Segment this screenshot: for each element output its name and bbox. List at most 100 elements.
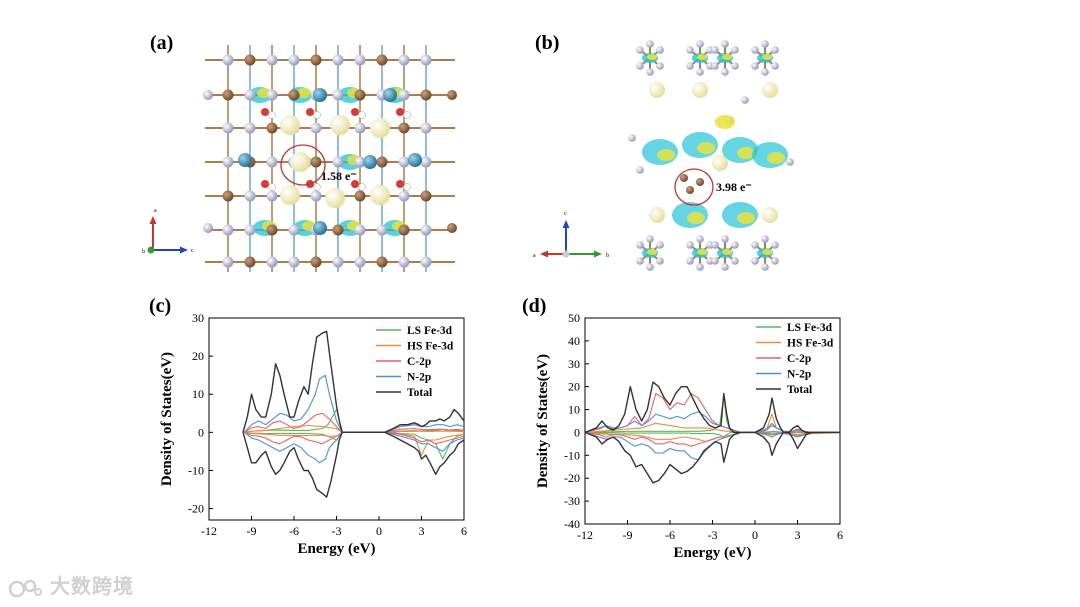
y-tick-label: 20 (568, 380, 580, 394)
atom (696, 68, 704, 76)
oxygen-atom (351, 180, 359, 188)
atom (288, 256, 300, 268)
fe-atom (408, 153, 422, 167)
atom (721, 68, 729, 76)
atom (696, 263, 704, 271)
atom (398, 190, 410, 202)
atom (711, 257, 719, 265)
atom (398, 89, 410, 101)
atom (266, 256, 278, 268)
charge-density-yellow (762, 54, 772, 60)
atom (222, 224, 234, 236)
large-atom (280, 185, 300, 205)
atom (354, 224, 366, 236)
atom (244, 54, 256, 66)
y-tick-label: -30 (564, 494, 580, 508)
large-atom (762, 207, 778, 223)
charge-density-yellow (647, 249, 657, 255)
atom (761, 263, 769, 271)
panel-a-label: (a) (150, 32, 173, 54)
atom (771, 257, 779, 265)
x-tick-label: 3 (795, 528, 801, 542)
atom (447, 90, 457, 100)
atom (332, 256, 344, 268)
charge-density-yellow (715, 115, 735, 129)
x-tick-label: 0 (752, 528, 758, 542)
hydrogen-atom (403, 183, 411, 191)
atom (646, 235, 654, 243)
hydrogen-atom (313, 183, 321, 191)
atom (646, 68, 654, 76)
oxygen-atom (396, 108, 404, 116)
atom (244, 256, 256, 268)
atom (398, 256, 410, 268)
atom (354, 54, 366, 66)
atom (771, 241, 779, 249)
atom (420, 54, 432, 66)
axis-label-b-left: a (533, 253, 536, 259)
panel-c: (c) -12 -9 -6 -3 0 3 6 -20 -10 0 10 20 30 Energy (eV)… (149, 295, 467, 557)
fe-atom (383, 88, 397, 102)
atom (711, 241, 719, 249)
atom (398, 224, 410, 236)
y-tick-label: 10 (568, 403, 580, 417)
large-atom (325, 188, 345, 208)
hydrogen-atom (268, 183, 276, 191)
atom (686, 186, 694, 194)
atom (376, 156, 388, 168)
large-atom (280, 115, 300, 135)
x-axis-title: Energy (eV) (674, 545, 752, 561)
atom (420, 256, 432, 268)
charge-density-yellow (722, 54, 732, 60)
y-axis-title: Density of States(eV) (535, 354, 551, 488)
atom (332, 224, 344, 236)
series-line-hs-fe-3d-down (244, 431, 465, 456)
crystal-structure-a (203, 45, 457, 272)
legend-label: LS Fe-3d (407, 325, 453, 337)
atom (244, 224, 256, 236)
hydrogen-atom (358, 183, 366, 191)
atom (398, 122, 410, 134)
fe-atom (313, 88, 327, 102)
series-line-c-2p-down (244, 431, 465, 445)
y-tick-label: -20 (188, 502, 204, 516)
hydrogen-atom (268, 111, 276, 119)
atom (222, 89, 234, 101)
atom (266, 54, 278, 66)
atom (731, 62, 739, 70)
atom (266, 122, 278, 134)
atom (731, 46, 739, 54)
atom (771, 62, 779, 70)
x-tick-label: -12 (201, 524, 217, 538)
series-line-c-2p-up (244, 412, 465, 433)
charge-density-yellow (657, 149, 675, 161)
x-tick-label: 3 (419, 524, 425, 538)
oxygen-atom (261, 180, 269, 188)
charge-density-yellow (687, 212, 705, 224)
atom (686, 257, 694, 265)
legend-label: N-2p (787, 369, 811, 381)
atom (222, 190, 234, 202)
charge-density-yellow (697, 54, 707, 60)
atom (376, 54, 388, 66)
atom (680, 174, 688, 182)
atom (222, 156, 234, 168)
atom (636, 166, 644, 174)
atom (646, 263, 654, 271)
fe-atom (363, 155, 377, 169)
atom (310, 122, 322, 134)
atom (354, 256, 366, 268)
atom (656, 241, 664, 249)
large-atom (649, 82, 665, 98)
axis-label-a-right: c (191, 248, 194, 254)
series-line-n-2p-up (243, 374, 465, 433)
charge-density-yellow (722, 249, 732, 255)
y-tick-label: 0 (574, 425, 580, 439)
atom (376, 224, 388, 236)
panel-d: (d) -12 -9 -6 -3 0 3 6-40-30-20-1001020304050E… (522, 295, 843, 561)
atom (686, 241, 694, 249)
atom (222, 54, 234, 66)
atom (696, 178, 704, 186)
atom (310, 156, 322, 168)
atom (636, 257, 644, 265)
